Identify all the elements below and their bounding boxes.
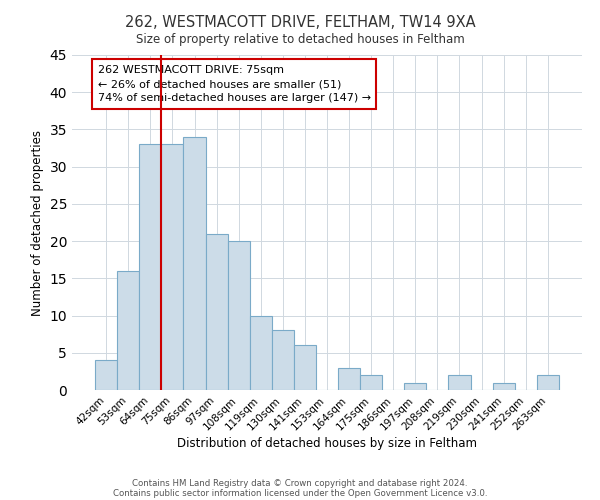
Bar	[250, 316, 272, 390]
Text: 262, WESTMACOTT DRIVE, FELTHAM, TW14 9XA: 262, WESTMACOTT DRIVE, FELTHAM, TW14 9XA	[125, 15, 475, 30]
Bar	[95, 360, 117, 390]
Bar	[537, 375, 559, 390]
Bar	[294, 346, 316, 390]
Bar	[338, 368, 360, 390]
Bar	[493, 382, 515, 390]
Y-axis label: Number of detached properties: Number of detached properties	[31, 130, 44, 316]
Bar	[404, 382, 427, 390]
Text: Contains public sector information licensed under the Open Government Licence v3: Contains public sector information licen…	[113, 488, 487, 498]
Bar	[272, 330, 294, 390]
Text: Contains HM Land Registry data © Crown copyright and database right 2024.: Contains HM Land Registry data © Crown c…	[132, 478, 468, 488]
X-axis label: Distribution of detached houses by size in Feltham: Distribution of detached houses by size …	[177, 438, 477, 450]
Bar	[184, 137, 206, 390]
Bar	[117, 271, 139, 390]
Bar	[206, 234, 227, 390]
Bar	[448, 375, 470, 390]
Text: Size of property relative to detached houses in Feltham: Size of property relative to detached ho…	[136, 32, 464, 46]
Bar	[161, 144, 184, 390]
Bar	[360, 375, 382, 390]
Text: 262 WESTMACOTT DRIVE: 75sqm
← 26% of detached houses are smaller (51)
74% of sem: 262 WESTMACOTT DRIVE: 75sqm ← 26% of det…	[97, 65, 371, 103]
Bar	[139, 144, 161, 390]
Bar	[227, 241, 250, 390]
